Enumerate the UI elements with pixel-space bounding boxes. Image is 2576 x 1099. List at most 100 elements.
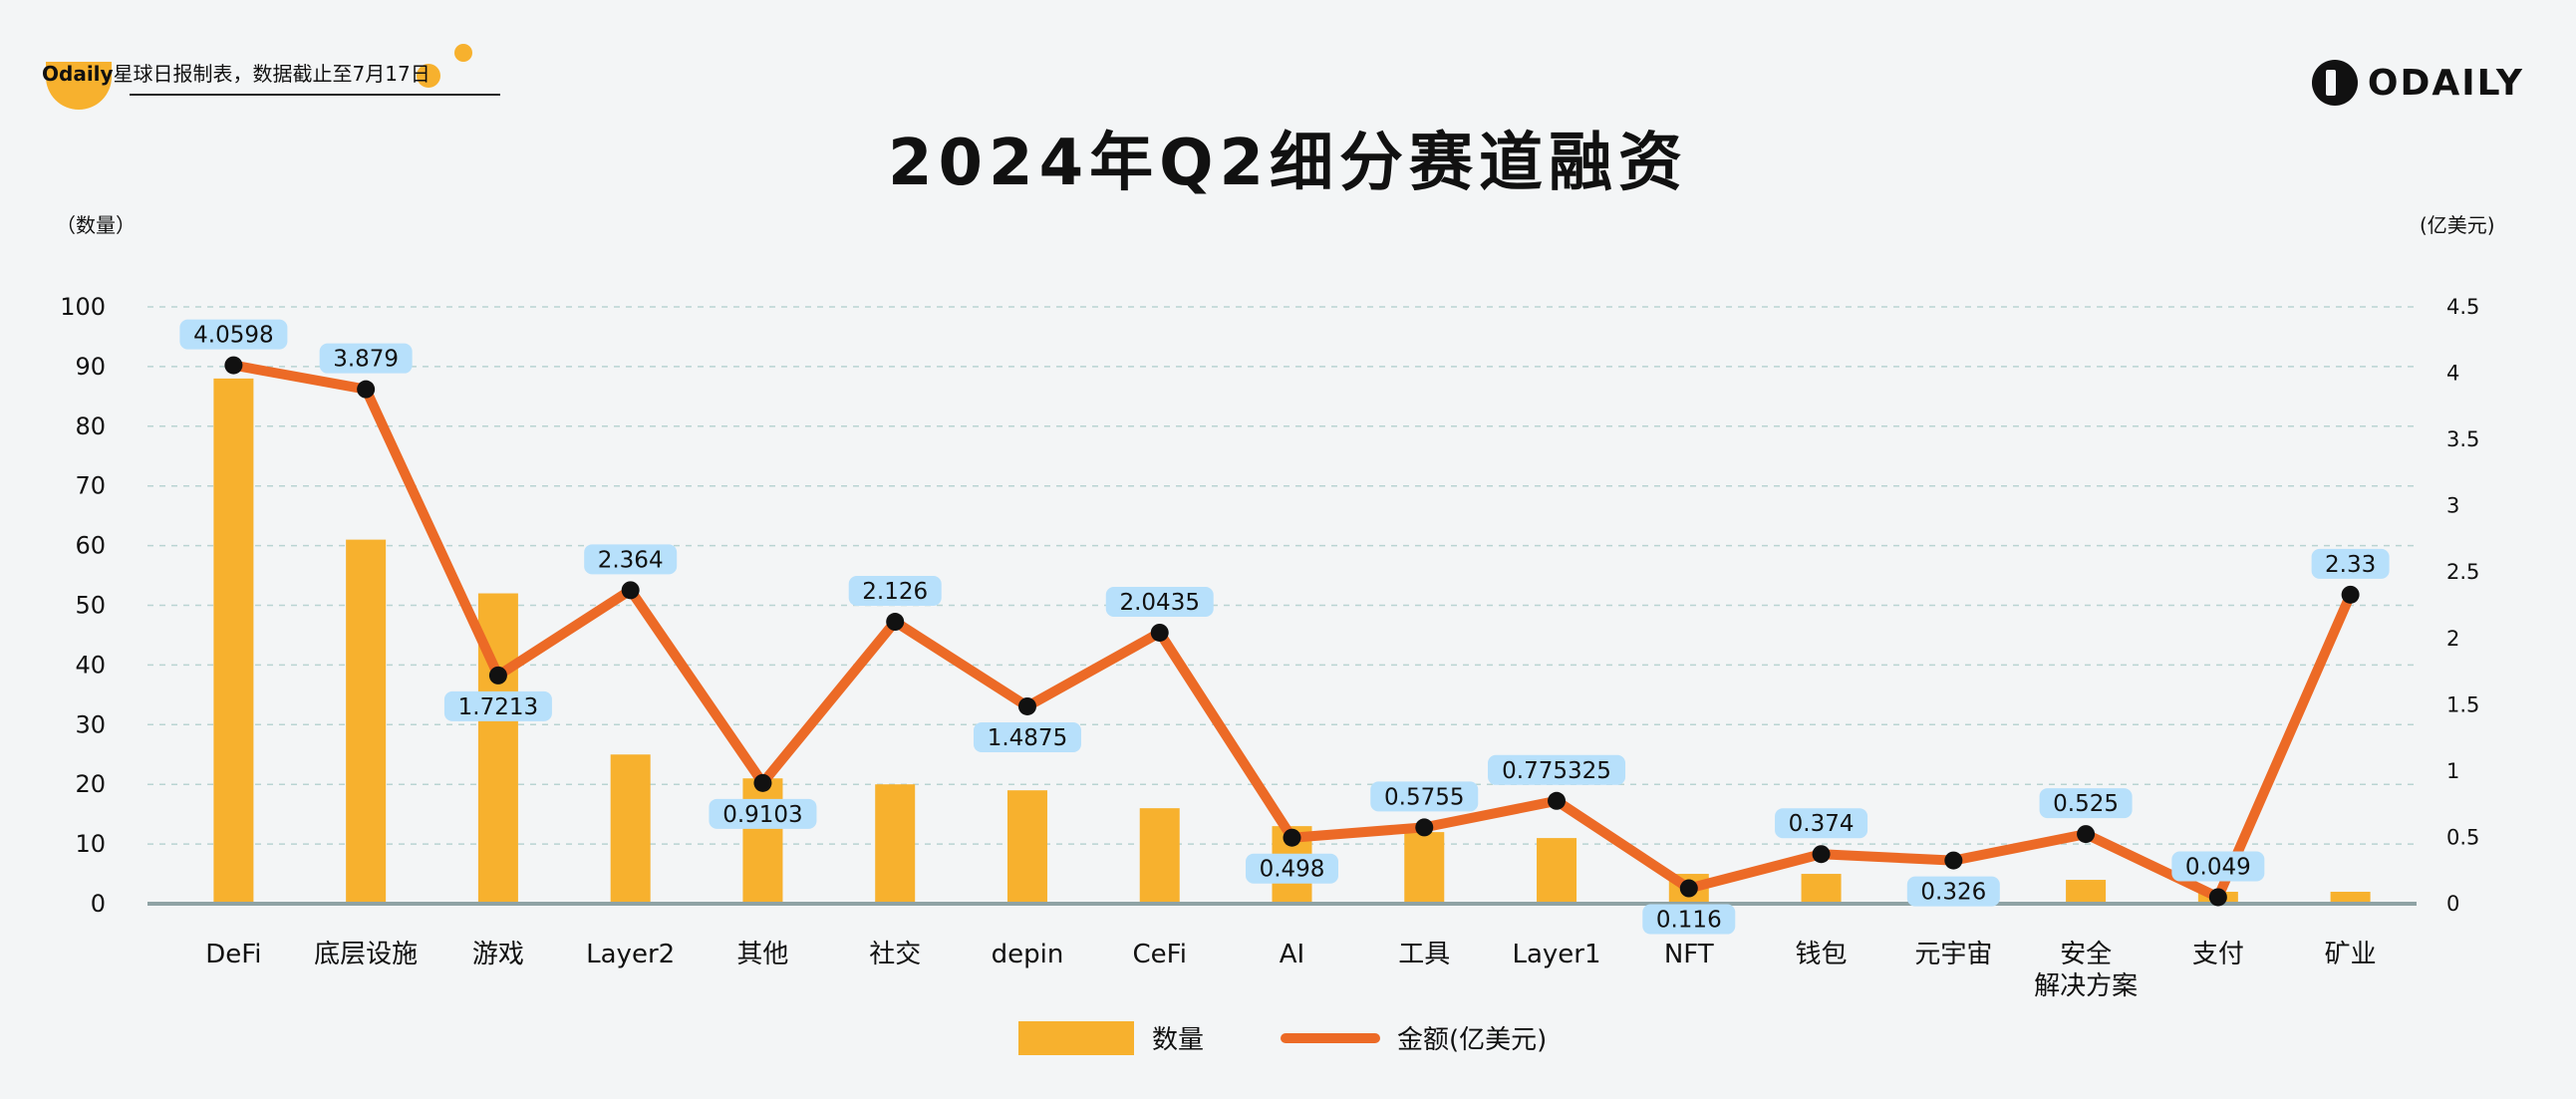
data-label-bg	[709, 798, 817, 829]
legend-bar-label: 数量	[1152, 1025, 1204, 1055]
y-right-axis-label: (亿美元)	[2420, 213, 2495, 237]
y-left-axis-label: （数量）	[56, 213, 136, 237]
data-label: 1.7213	[458, 694, 538, 720]
x-tick-label: NFT	[1664, 940, 1714, 969]
data-label-bg	[2039, 788, 2133, 819]
data-label-bg	[319, 343, 413, 374]
y-right-tick-label: 4	[2446, 362, 2459, 386]
bar-Layer2	[610, 754, 651, 904]
y-right-tick-label: 0	[2446, 892, 2459, 916]
bar-其他	[742, 778, 783, 904]
y-right-tick-label: 1	[2446, 759, 2459, 783]
x-tick-label: DeFi	[205, 940, 261, 969]
amount-point	[357, 380, 376, 399]
bar-depin	[1006, 790, 1047, 904]
bar-Layer1	[1537, 838, 1577, 904]
data-label-bg	[1775, 808, 1868, 839]
source-underline	[130, 94, 500, 96]
source-note-text: 星球日报制表，数据截止至7月17日	[113, 62, 430, 86]
y-left-tick-label: 70	[75, 472, 106, 500]
amount-point	[621, 581, 640, 600]
amount-line	[228, 360, 2356, 903]
y-right-tick-label: 2.5	[2446, 560, 2479, 584]
amount-point	[1017, 696, 1036, 715]
amount-point	[1415, 818, 1434, 837]
data-label-bg	[1105, 586, 1214, 617]
bar-矿业	[2330, 892, 2371, 904]
y-left-tick-label: 60	[75, 532, 106, 560]
data-label-bg	[179, 319, 288, 350]
amount-point	[2341, 585, 2360, 604]
y-right-tick-label: 3.5	[2446, 427, 2479, 451]
x-tick-label: 其他	[736, 940, 788, 969]
y-right-tick-label: 1.5	[2446, 692, 2479, 716]
data-label-bg	[2171, 851, 2265, 882]
y-left-tick-label: 100	[60, 293, 106, 321]
data-label-bg	[848, 576, 942, 607]
data-label: 0.775325	[1502, 758, 1611, 784]
data-label: 3.879	[333, 347, 399, 373]
y-left-tick-label: 0	[91, 890, 106, 918]
bar-钱包	[1801, 874, 1842, 904]
data-label: 4.0598	[193, 323, 273, 349]
bar-CeFi	[1139, 808, 1180, 904]
data-label: 0.5755	[1384, 784, 1464, 810]
source-brand: Odaily	[42, 62, 114, 86]
legend-line-label: 金额(亿美元)	[1397, 1025, 1547, 1055]
data-label: 0.374	[1789, 811, 1855, 837]
data-label: 2.126	[862, 579, 928, 605]
odaily-logo-icon	[2311, 60, 2358, 106]
amount-point	[2077, 825, 2096, 844]
odaily-logo: ODAILY	[2311, 60, 2524, 106]
x-tick-label: Layer2	[586, 940, 675, 969]
data-label: 0.498	[1260, 857, 1325, 883]
data-label-bg	[584, 544, 678, 575]
x-tick-label: 矿业	[2325, 940, 2377, 969]
data-label-bg	[1246, 853, 1338, 884]
data-label-bg	[1642, 904, 1736, 935]
y-right-tick-label: 3	[2446, 494, 2459, 518]
data-label-bg	[1370, 781, 1479, 812]
x-tick-label: 底层设施	[314, 940, 418, 969]
amount-point	[1679, 879, 1698, 898]
data-label: 2.33	[2325, 552, 2376, 578]
data-label: 0.326	[1920, 880, 1986, 906]
data-label-bg	[1488, 754, 1626, 785]
x-tick-label: 支付	[2192, 940, 2244, 969]
y-left-tick-label: 20	[75, 770, 106, 798]
amount-point	[1150, 623, 1169, 642]
data-label: 0.9103	[722, 802, 802, 828]
data-label: 0.049	[2185, 854, 2251, 880]
data-label: 0.525	[2053, 791, 2119, 817]
y-left-tick-label: 40	[75, 651, 106, 679]
bar-底层设施	[346, 539, 387, 904]
y-left-tick-label: 30	[75, 710, 106, 738]
y-left-tick-label: 10	[75, 830, 106, 858]
data-label: 2.0435	[1119, 590, 1199, 616]
y-right-tick-label: 4.5	[2446, 295, 2479, 319]
header-decoration-dot	[454, 44, 472, 62]
amount-point	[1548, 791, 1567, 810]
x-tick-label: 解决方案	[2034, 971, 2138, 1001]
bar-工具	[1404, 832, 1445, 904]
x-tick-label: 安全	[2060, 940, 2112, 969]
amount-point	[1812, 845, 1831, 864]
amount-point	[1944, 851, 1963, 870]
data-label-bg	[443, 690, 552, 721]
bar-社交	[875, 784, 916, 904]
data-label: 0.116	[1656, 908, 1722, 934]
y-right-tick-label: 0.5	[2446, 825, 2479, 849]
x-tick-label: 游戏	[472, 940, 524, 969]
y-left-tick-label: 80	[75, 412, 106, 440]
x-tick-label: CeFi	[1133, 940, 1187, 969]
legend-bar-swatch	[1018, 1021, 1134, 1055]
amount-point	[1283, 828, 1301, 847]
amount-point	[224, 356, 243, 375]
data-label: 1.4875	[988, 725, 1067, 751]
data-label-bg	[2311, 548, 2390, 579]
x-tick-label: 钱包	[1796, 940, 1848, 969]
x-tick-label: 元宇宙	[1914, 940, 1992, 969]
amount-point	[886, 613, 905, 632]
data-label-bg	[1906, 876, 2000, 907]
